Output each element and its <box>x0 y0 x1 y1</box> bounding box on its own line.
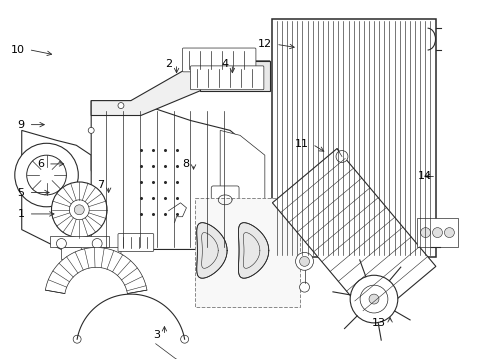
Circle shape <box>118 103 123 109</box>
Polygon shape <box>91 61 269 116</box>
Polygon shape <box>220 130 264 200</box>
FancyBboxPatch shape <box>182 48 255 72</box>
Text: 6: 6 <box>37 159 44 169</box>
Text: 7: 7 <box>97 180 104 190</box>
Text: 3: 3 <box>153 330 160 341</box>
Text: 12: 12 <box>257 39 271 49</box>
FancyBboxPatch shape <box>211 186 239 214</box>
Text: 2: 2 <box>165 59 172 69</box>
Circle shape <box>349 275 397 323</box>
Circle shape <box>432 228 442 238</box>
Bar <box>271 19 435 257</box>
Polygon shape <box>91 100 259 249</box>
FancyBboxPatch shape <box>118 234 153 251</box>
FancyBboxPatch shape <box>190 66 264 90</box>
Text: 5: 5 <box>18 188 24 198</box>
Circle shape <box>444 228 453 238</box>
Circle shape <box>69 200 89 220</box>
Circle shape <box>92 239 102 248</box>
Text: 9: 9 <box>18 120 24 130</box>
Circle shape <box>74 205 84 215</box>
Polygon shape <box>101 247 121 260</box>
Text: 4: 4 <box>221 59 228 69</box>
Bar <box>195 198 299 307</box>
Text: 1: 1 <box>18 209 24 219</box>
Polygon shape <box>200 61 269 91</box>
Circle shape <box>295 252 313 270</box>
Circle shape <box>51 182 107 238</box>
Text: 8: 8 <box>182 159 189 169</box>
Polygon shape <box>45 247 147 293</box>
Text: 14: 14 <box>417 171 431 181</box>
Polygon shape <box>238 223 268 278</box>
Bar <box>49 235 109 247</box>
Circle shape <box>425 230 441 246</box>
Circle shape <box>299 282 309 292</box>
Circle shape <box>420 228 429 238</box>
Polygon shape <box>21 130 121 249</box>
Circle shape <box>73 335 81 343</box>
Circle shape <box>88 127 94 133</box>
Circle shape <box>335 150 347 162</box>
Bar <box>416 218 457 247</box>
Text: 10: 10 <box>11 45 24 55</box>
Circle shape <box>299 256 309 266</box>
Polygon shape <box>61 247 81 261</box>
Circle shape <box>180 335 188 343</box>
Circle shape <box>15 143 78 207</box>
Polygon shape <box>196 223 226 278</box>
Polygon shape <box>272 149 435 321</box>
Circle shape <box>56 239 66 248</box>
Text: 13: 13 <box>371 318 386 328</box>
Text: 11: 11 <box>294 139 308 149</box>
Circle shape <box>368 294 378 304</box>
